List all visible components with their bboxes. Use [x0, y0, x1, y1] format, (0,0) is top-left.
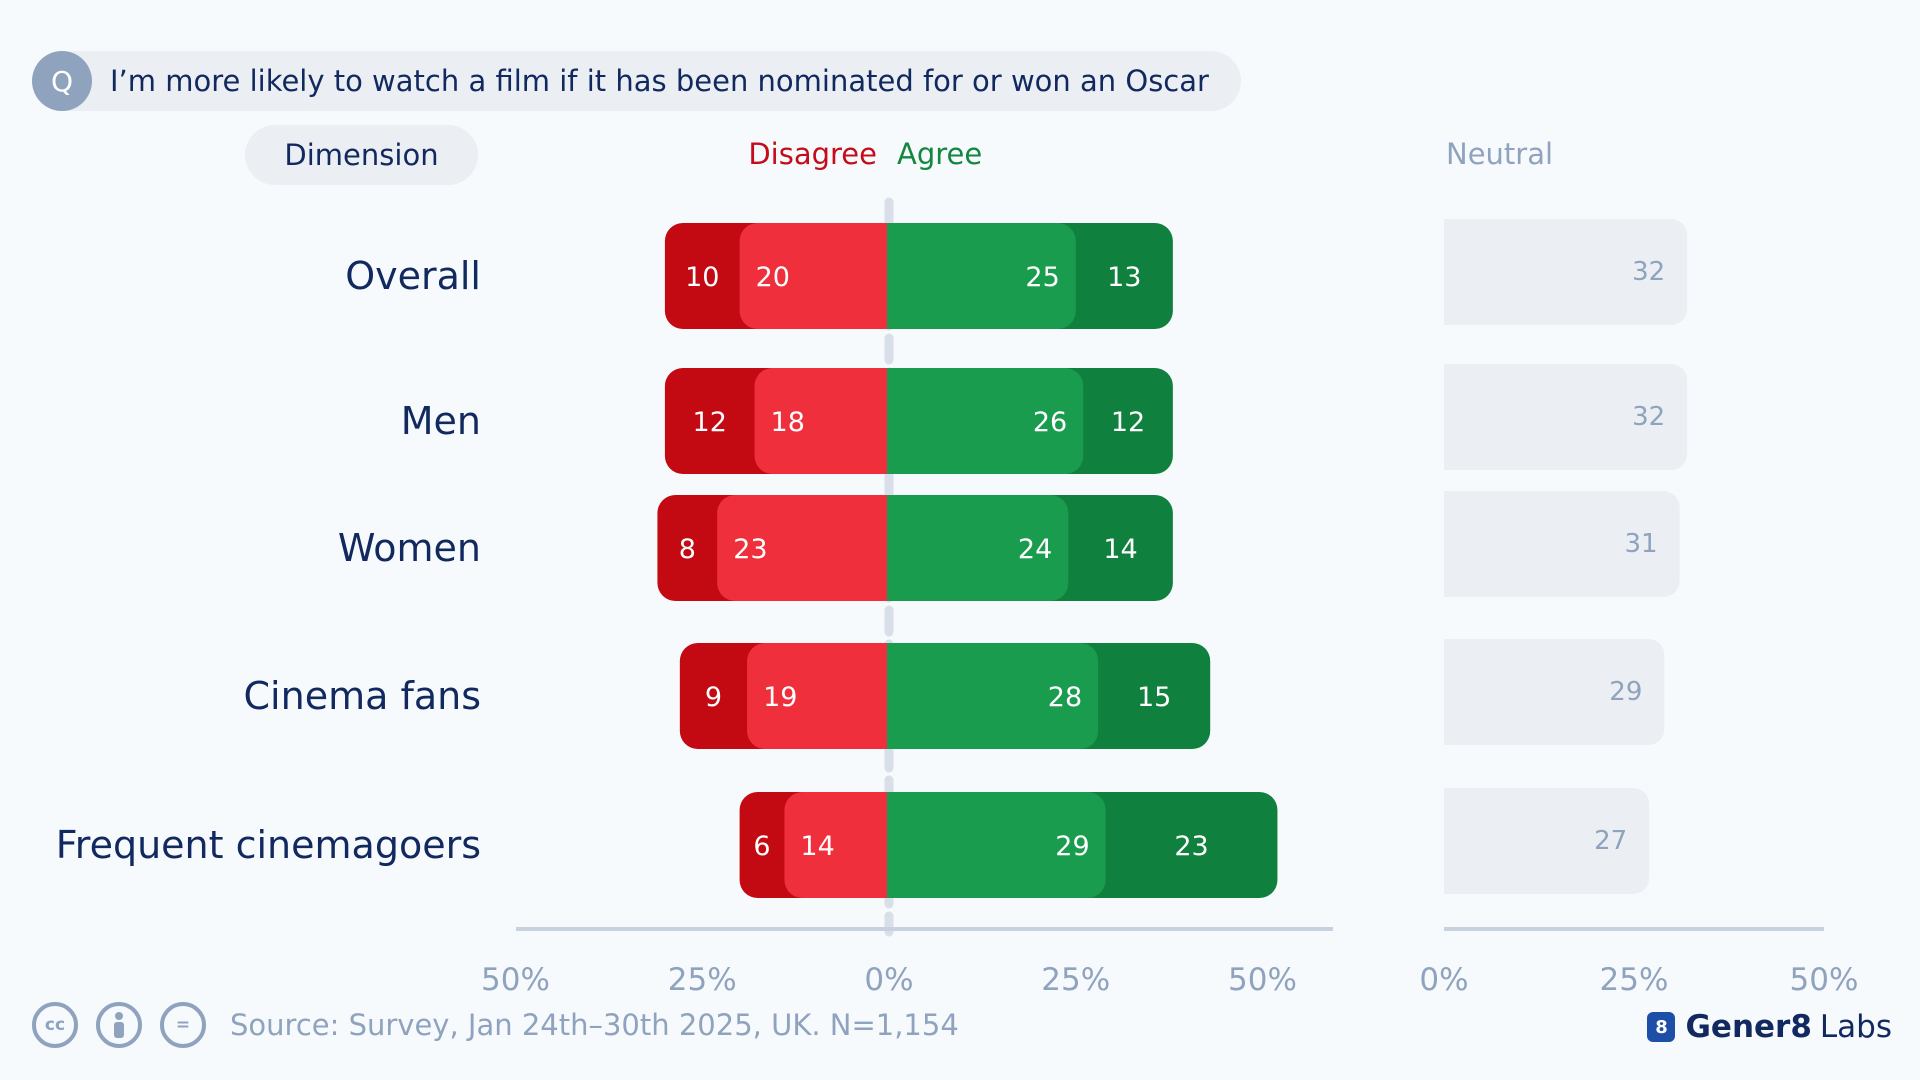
value-neutral-cinema-fans: 29 — [1609, 677, 1642, 707]
brand-icon: 8 — [1647, 1012, 1676, 1042]
footer: cc = Source: Survey, Jan 24th–30th 2025,… — [32, 998, 959, 1052]
brand-suffix: Labs — [1819, 1009, 1892, 1045]
dimension-header: Dimension — [245, 125, 478, 185]
category-label-frequent-cinemagoers: Frequent cinemagoers — [56, 823, 481, 867]
main-axis-tick: 50% — [1228, 962, 1297, 998]
bar-agree-fill-frequent-cinemagoers — [887, 792, 1088, 898]
category-label-women: Women — [338, 526, 481, 570]
neutral-axis-tick: 50% — [1790, 962, 1859, 998]
value-strongly-agree-men: 12 — [1111, 407, 1145, 438]
value-strongly-agree-women: 14 — [1103, 534, 1137, 565]
neutral-axis-tick: 0% — [1419, 962, 1468, 998]
cc-icon-label: cc — [44, 1015, 66, 1035]
source-note: Source: Survey, Jan 24th–30th 2025, UK. … — [230, 1008, 959, 1042]
bar-neutral-base-women — [1444, 491, 1464, 597]
category-label-cinema-fans: Cinema fans — [244, 674, 481, 718]
value-disagree-frequent-cinemagoers: 14 — [800, 831, 834, 862]
value-strongly-disagree-men: 12 — [693, 407, 727, 438]
neutral-axis-tick: 25% — [1600, 962, 1669, 998]
cc-icon: cc — [32, 1002, 78, 1048]
value-strongly-agree-cinema-fans: 15 — [1137, 682, 1171, 713]
value-neutral-frequent-cinemagoers: 27 — [1594, 826, 1627, 856]
agree-header: Agree — [897, 137, 983, 171]
question-text: I’m more likely to watch a film if it ha… — [110, 64, 1209, 98]
category-label-men: Men — [401, 399, 481, 443]
person-icon — [114, 1012, 124, 1038]
value-disagree-cinema-fans: 19 — [763, 682, 797, 713]
value-strongly-disagree-cinema-fans: 9 — [705, 682, 722, 713]
question-banner: Q I’m more likely to watch a film if it … — [32, 51, 1241, 111]
main-axis-tick: 50% — [481, 962, 550, 998]
disagree-header: Disagree — [748, 137, 877, 171]
bar-neutral-base-frequent-cinemagoers — [1444, 788, 1464, 894]
value-agree-frequent-cinemagoers: 29 — [1055, 831, 1089, 862]
value-strongly-disagree-frequent-cinemagoers: 6 — [753, 831, 770, 862]
neutral-header: Neutral — [1446, 137, 1554, 171]
value-disagree-men: 18 — [771, 407, 805, 438]
value-neutral-overall: 32 — [1632, 257, 1665, 287]
value-agree-women: 24 — [1018, 534, 1052, 565]
bar-agree-fill-men — [887, 368, 1066, 474]
bar-agree-fill-cinema-fans — [887, 643, 1081, 749]
diverging-bar-chart: Overall 10 20 25 13 32 Men 12 18 26 12 32 Women 8 23 24… — [56, 197, 1859, 998]
main-axis-tick: 25% — [1041, 962, 1110, 998]
no-derivatives-icon: = — [160, 1002, 206, 1048]
value-strongly-agree-overall: 13 — [1107, 262, 1141, 293]
bar-neutral-overall — [1444, 219, 1688, 325]
value-disagree-overall: 20 — [756, 262, 790, 293]
bar-agree-fill-overall — [887, 223, 1058, 329]
bar-disagree-fill-overall — [757, 223, 889, 329]
bar-disagree-fill-women — [735, 495, 889, 601]
bar-neutral-base-overall — [1444, 219, 1464, 325]
value-neutral-men: 32 — [1632, 402, 1665, 432]
bar-neutral-cinema-fans — [1444, 639, 1665, 745]
no-derivatives-label: = — [175, 1015, 191, 1035]
value-agree-men: 26 — [1033, 407, 1067, 438]
value-strongly-disagree-overall: 10 — [685, 262, 719, 293]
bar-disagree-fill-men — [772, 368, 889, 474]
question-badge: Q — [32, 51, 92, 111]
brand-logo: 8 Gener8 Labs — [1647, 1004, 1892, 1050]
value-strongly-agree-frequent-cinemagoers: 23 — [1174, 831, 1208, 862]
bar-neutral-women — [1444, 491, 1680, 597]
bar-agree-fill-women — [887, 495, 1051, 601]
attribution-icon — [96, 1002, 142, 1048]
category-label-overall: Overall — [345, 254, 481, 298]
bar-neutral-base-men — [1444, 364, 1464, 470]
bar-neutral-frequent-cinemagoers — [1444, 788, 1650, 894]
main-axis-tick: 25% — [668, 962, 737, 998]
value-neutral-women: 31 — [1625, 529, 1658, 559]
bar-neutral-base-cinema-fans — [1444, 639, 1464, 745]
bar-disagree-fill-cinema-fans — [765, 643, 889, 749]
value-agree-overall: 25 — [1025, 262, 1059, 293]
bar-disagree-fill-frequent-cinemagoers — [802, 792, 889, 898]
value-strongly-disagree-women: 8 — [679, 534, 696, 565]
main-axis-tick: 0% — [864, 962, 913, 998]
value-disagree-women: 23 — [733, 534, 767, 565]
bar-neutral-men — [1444, 364, 1688, 470]
value-agree-cinema-fans: 28 — [1048, 682, 1082, 713]
brand-name: Gener8 — [1685, 1009, 1812, 1045]
